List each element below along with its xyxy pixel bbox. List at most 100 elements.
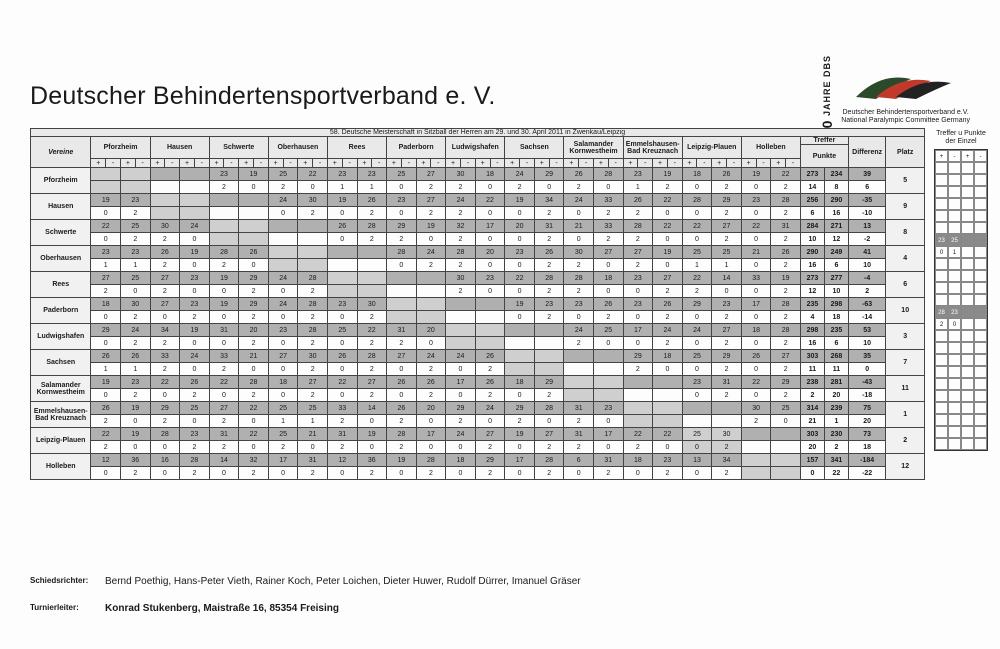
score: 12: [327, 454, 357, 467]
side-grid: +-+-232501282320: [934, 149, 988, 451]
score: 28: [387, 246, 417, 259]
score: 19: [327, 194, 357, 207]
score: 2: [298, 337, 328, 350]
score: 2: [534, 285, 564, 298]
score: 26: [623, 194, 653, 207]
score: 21: [564, 220, 594, 233]
score: 28: [771, 194, 801, 207]
score: 2: [121, 337, 151, 350]
score: 0: [209, 337, 239, 350]
score: 2: [682, 285, 712, 298]
score: 20: [416, 324, 446, 337]
treffer-plus: 298: [800, 324, 824, 337]
score: 0: [741, 363, 771, 376]
score: 22: [475, 194, 505, 207]
score: 18: [475, 168, 505, 181]
score: 27: [357, 376, 387, 389]
logo-text: Deutscher Behindertensportverband e.V. N…: [841, 109, 970, 126]
score: 22: [91, 220, 121, 233]
score: 24: [268, 298, 298, 311]
score: 27: [91, 272, 121, 285]
score: 0: [268, 467, 298, 480]
score: 2: [741, 415, 771, 428]
score: 0: [180, 259, 210, 272]
table-row: 200220202020020220200220218: [31, 441, 925, 454]
diff: 53: [848, 324, 886, 337]
score: 29: [534, 168, 564, 181]
score: 24: [564, 194, 594, 207]
score: 0: [653, 207, 683, 220]
score: 2: [712, 441, 742, 454]
score: 30: [564, 246, 594, 259]
score: 27: [298, 376, 328, 389]
score: [475, 337, 505, 350]
treffer-plus: 290: [800, 246, 824, 259]
score: 2: [121, 389, 151, 402]
treffer-plus: 273: [800, 168, 824, 181]
score: 23: [505, 246, 535, 259]
score: 13: [682, 454, 712, 467]
col-opponent: Leipzig-Plauen: [682, 137, 741, 159]
score: 2: [712, 467, 742, 480]
score: 0: [150, 441, 180, 454]
score: 0: [771, 415, 801, 428]
table-row: Sachsen262633243321273026282724242629182…: [31, 350, 925, 363]
score: 2: [357, 363, 387, 376]
referees-names: Bernd Poethig, Hans-Peter Vieth, Rainer …: [105, 576, 581, 587]
score: 29: [712, 350, 742, 363]
score: 2: [121, 311, 151, 324]
score: 2: [357, 311, 387, 324]
score: [446, 324, 476, 337]
score: 0: [741, 181, 771, 194]
table-row: 2020201120202020202021120: [31, 415, 925, 428]
header: Deutscher Behindertensportverband e. V. …: [30, 55, 970, 137]
score: 0: [357, 441, 387, 454]
score: 0: [239, 441, 269, 454]
score: 27: [771, 350, 801, 363]
score: [327, 272, 357, 285]
score: 0: [416, 337, 446, 350]
score: 21: [239, 350, 269, 363]
score: [594, 389, 624, 402]
score: 23: [357, 168, 387, 181]
team-name: Salamander Kornwestheim: [31, 376, 91, 402]
score: 2: [712, 233, 742, 246]
diff: 13: [848, 220, 886, 233]
score: [209, 207, 239, 220]
score: 0: [121, 415, 151, 428]
score: 0: [268, 389, 298, 402]
diff: 35: [848, 350, 886, 363]
score: 0: [594, 415, 624, 428]
diff2: -22: [848, 467, 886, 480]
punkte-plus: 14: [800, 181, 824, 194]
table-row: Pforzheim2319252223232527301824292628231…: [31, 168, 925, 181]
score: 2: [416, 363, 446, 376]
score: 21: [298, 428, 328, 441]
score: 1: [712, 259, 742, 272]
team-name: Pforzheim: [31, 168, 91, 194]
score: [623, 415, 653, 428]
score: [534, 363, 564, 376]
score: 0: [180, 285, 210, 298]
score: 2: [623, 207, 653, 220]
score: 36: [121, 454, 151, 467]
treffer-plus: 256: [800, 194, 824, 207]
score: 22: [239, 402, 269, 415]
score: 31: [594, 454, 624, 467]
team-name: Leipzig-Plauen: [31, 428, 91, 454]
score: 0: [564, 311, 594, 324]
score: 24: [446, 350, 476, 363]
score: [387, 311, 417, 324]
score: [534, 337, 564, 350]
score: [682, 402, 712, 415]
score: 17: [741, 298, 771, 311]
diff2: -18: [848, 389, 886, 402]
score: 2: [712, 389, 742, 402]
punkte-plus: 21: [800, 415, 824, 428]
treffer-minus: 341: [824, 454, 848, 467]
score: 2: [653, 337, 683, 350]
score: 0: [180, 415, 210, 428]
score: 1: [327, 181, 357, 194]
score: 2: [446, 285, 476, 298]
score: 0: [505, 207, 535, 220]
